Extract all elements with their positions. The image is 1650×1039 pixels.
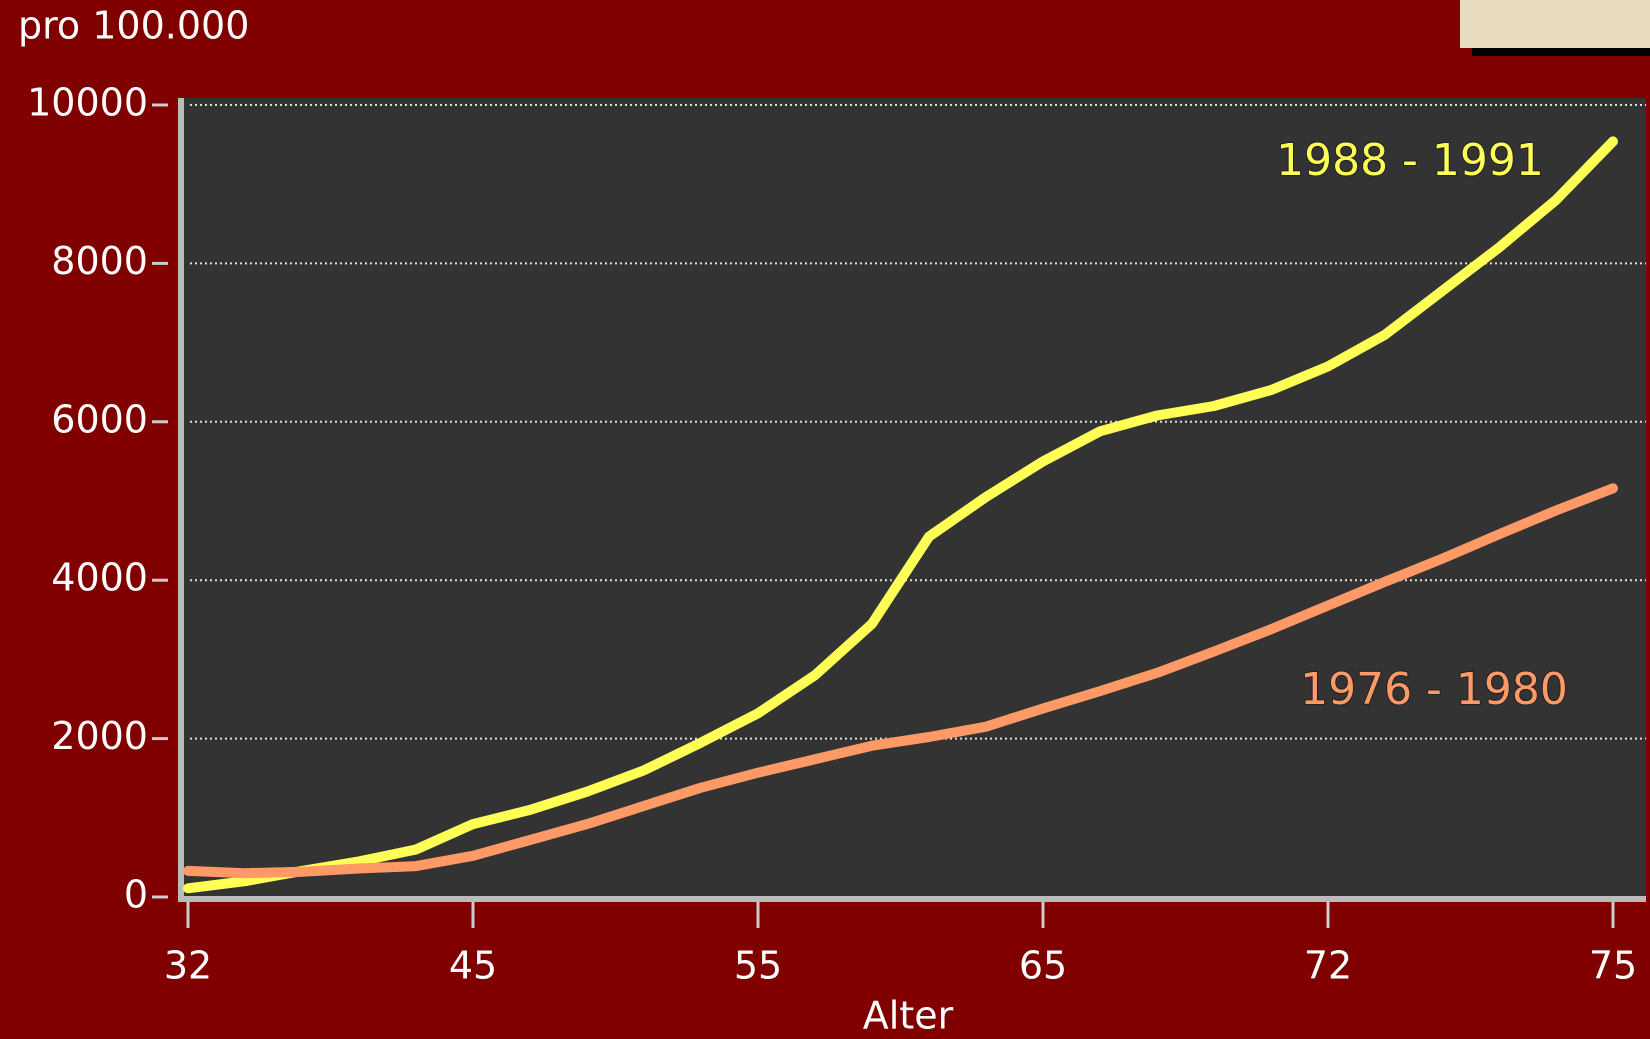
x-tick-label: 32 [164,944,212,988]
x-axis-title: Alter [863,994,954,1038]
y-tick-label: 2000 [51,714,148,758]
x-tick-label: 75 [1589,944,1637,988]
plot-area [181,98,1646,897]
x-tick-label: 65 [1019,944,1067,988]
series-line [183,483,1618,879]
y-tick-label: 8000 [51,239,148,283]
photo-thumbnail [1460,0,1650,48]
x-tick-label: 45 [449,944,497,988]
photo-shadow [1472,48,1650,56]
y-tick-label: 10000 [27,81,148,125]
x-tick-label: 72 [1304,944,1352,988]
x-tick-label: 55 [734,944,782,988]
y-tick-label: 6000 [51,397,148,441]
y-axis-title: pro 100.000 [18,4,249,48]
series-label: 1976 - 1980 [1300,664,1568,715]
series-label: 1988 - 1991 [1276,135,1544,186]
y-tick-label: 4000 [51,556,148,600]
y-tick-label: 0 [124,873,148,917]
series-line [183,136,1618,894]
